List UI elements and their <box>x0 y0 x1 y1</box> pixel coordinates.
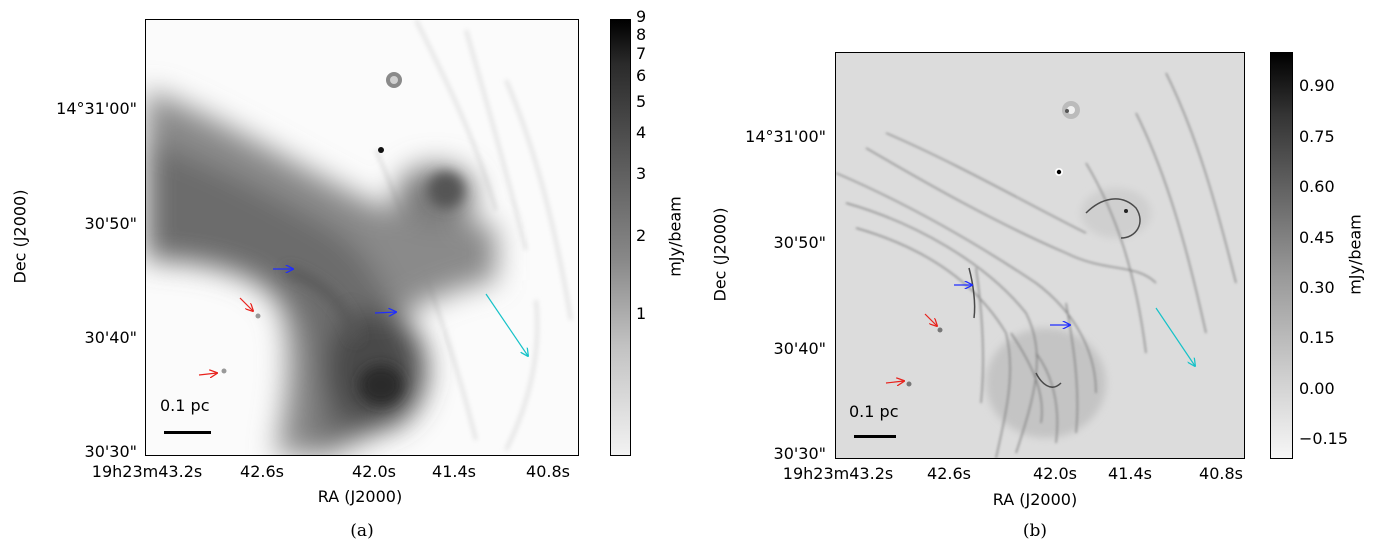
annotation-arrows <box>198 0 690 551</box>
colorbar-tick-label: 7 <box>636 44 647 63</box>
x-tick-label: 41.4s <box>1108 464 1152 483</box>
y-axis-label: Dec (J2000) <box>10 189 30 284</box>
colorbar <box>610 19 631 456</box>
colorbar-tick-label: 0.75 <box>1299 127 1335 146</box>
x-tick-label: 42.6s <box>240 462 284 481</box>
colorbar-tick-label: 0.90 <box>1299 76 1335 95</box>
colorbar-tick-label: 6 <box>636 66 647 85</box>
colorbar-tick-label: −0.15 <box>1299 429 1349 448</box>
colorbar-tick-label: 0.00 <box>1299 379 1335 398</box>
colorbar-tick-label: 3 <box>636 164 647 183</box>
red-arrow <box>198 373 217 375</box>
scale-bar-label: 0.1 pc <box>849 402 899 421</box>
scale-bar <box>164 431 211 434</box>
y-tick-label: 30'40" <box>773 339 826 358</box>
panel-a: 0.1 pc 14°31'00" 30'50" 30'40" 30'30" 19… <box>10 0 690 551</box>
x-tick-label: 40.8s <box>1199 464 1243 483</box>
x-tick-label: 41.4s <box>432 462 476 481</box>
y-tick-label: 14°31'00" <box>56 99 137 118</box>
annotation-arrows <box>885 0 1379 551</box>
x-axis-label: RA (J2000) <box>317 487 403 506</box>
filtered-map-image <box>835 52 1245 459</box>
y-tick-label: 30'50" <box>773 233 826 252</box>
colorbar-tick-label: 1 <box>636 304 647 323</box>
blue-arrow <box>374 312 396 313</box>
colorbar <box>1270 52 1293 459</box>
colorbar-label: mJy/beam <box>1345 214 1365 295</box>
red-arrow <box>239 297 253 311</box>
colorbar-label: mJy/beam <box>665 196 685 277</box>
scale-bar-label: 0.1 pc <box>160 396 210 415</box>
colorbar-tick-label: 8 <box>636 25 647 44</box>
x-tick-label: 19h23m43.2s <box>91 462 203 481</box>
x-tick-label: 42.0s <box>352 462 396 481</box>
y-axis-label: Dec (J2000) <box>710 207 730 302</box>
red-arrow <box>924 313 937 326</box>
y-tick-label: 30'30" <box>84 442 137 461</box>
colorbar-tick-label: 4 <box>636 123 647 142</box>
filtered-map-svg <box>836 53 1244 458</box>
cyan-arrow <box>1155 307 1195 366</box>
y-tick-label: 30'50" <box>84 214 137 233</box>
colorbar-tick-label: 0.60 <box>1299 177 1335 196</box>
panel-b: 0.1 pc 14°31'00" 30'50" 30'40" 30'30" 19… <box>690 0 1379 551</box>
colorbar-tick-label: 0.30 <box>1299 278 1335 297</box>
x-tick-label: 40.8s <box>526 462 570 481</box>
panel-sublabel: (b) <box>1022 521 1048 541</box>
y-tick-label: 14°31'00" <box>745 127 826 146</box>
x-tick-label: 42.0s <box>1033 464 1077 483</box>
emission-map-image <box>145 19 579 456</box>
x-axis-label: RA (J2000) <box>992 490 1078 509</box>
x-tick-label: 42.6s <box>927 464 971 483</box>
cyan-arrow <box>485 293 528 356</box>
emission-map-svg <box>146 20 578 455</box>
y-tick-label: 30'40" <box>84 328 137 347</box>
y-tick-label: 30'30" <box>773 444 826 463</box>
colorbar-tick-label: 0.15 <box>1299 328 1335 347</box>
red-arrow <box>885 381 904 383</box>
colorbar-tick-label: 5 <box>636 92 647 111</box>
panel-sublabel: (a) <box>350 521 374 541</box>
x-tick-label: 19h23m43.2s <box>782 464 894 483</box>
colorbar-tick-label: 9 <box>636 7 647 26</box>
scale-bar <box>854 435 896 438</box>
colorbar-tick-label: 0.45 <box>1299 228 1335 247</box>
colorbar-tick-label: 2 <box>636 226 647 245</box>
